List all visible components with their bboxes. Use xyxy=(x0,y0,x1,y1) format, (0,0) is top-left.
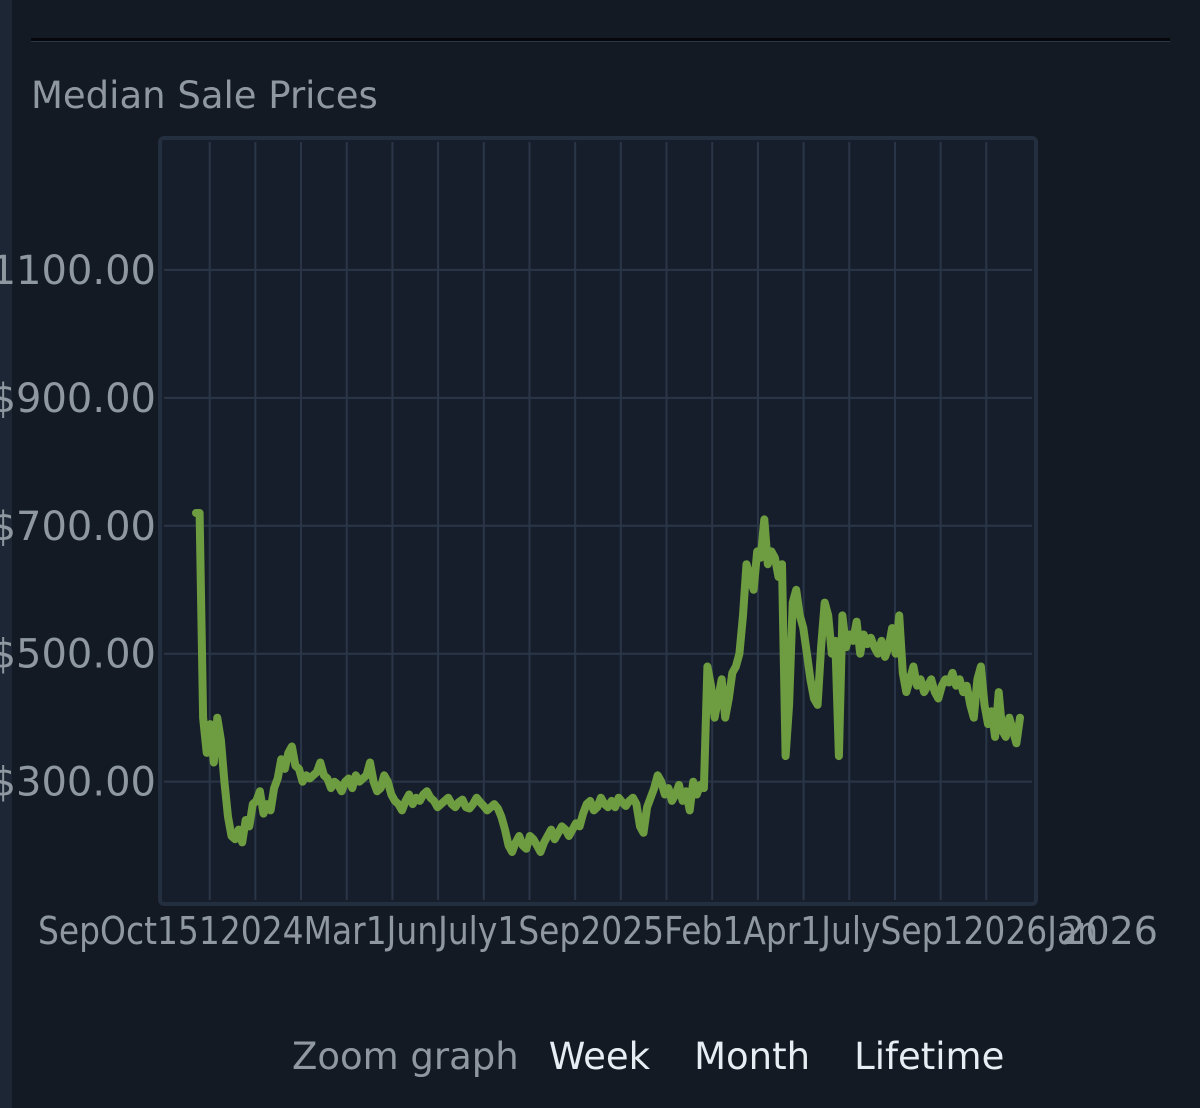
y-tick-label: $300.00 xyxy=(0,760,156,806)
zoom-week-button[interactable]: Week xyxy=(548,1034,651,1078)
grid-vertical-lines xyxy=(208,142,988,900)
plot-frame xyxy=(158,136,1038,906)
zoom-month-button[interactable]: Month xyxy=(694,1034,811,1078)
zoom-label: Zoom graph xyxy=(292,1034,519,1078)
y-tick-label: $900.00 xyxy=(0,376,156,422)
series-group xyxy=(192,509,1024,856)
x-axis-labels: SepOct1512024Mar1JunJuly1Sep2025Feb1Apr1… xyxy=(38,909,1158,953)
y-tick-label: $700.00 xyxy=(0,504,156,550)
y-tick-label: $1100.00 xyxy=(0,248,156,294)
y-tick-label: $500.00 xyxy=(0,632,156,678)
zoom-lifetime-button[interactable]: Lifetime xyxy=(854,1034,1005,1078)
median-price-line xyxy=(192,509,1024,856)
chart-title: Median Sale Prices xyxy=(31,74,378,117)
zoom-controls: Zoom graph Week Month Lifetime xyxy=(292,1032,1004,1080)
x-tick-labels: SepOct1512024Mar1JunJuly1Sep2025Feb1Apr1… xyxy=(38,909,1098,953)
left-panel-edge xyxy=(0,0,12,1108)
y-axis-labels: $300.00 $500.00 $700.00 $900.00 $1100.00 xyxy=(0,248,156,806)
section-divider xyxy=(31,38,1170,42)
x-tick-label-last: 2026 xyxy=(1061,909,1158,953)
